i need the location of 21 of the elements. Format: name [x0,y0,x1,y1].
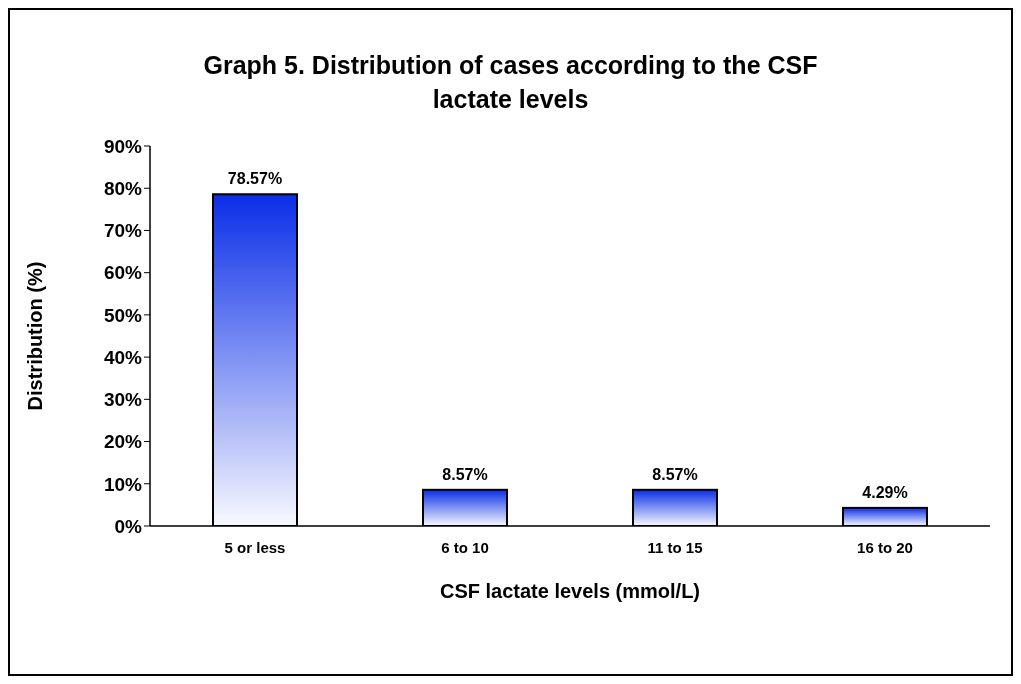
y-tick-label: 0% [114,515,143,537]
x-tick-label: 16 to 20 [857,538,913,556]
x-tick-label: 11 to 15 [647,538,703,556]
data-label: 8.57% [652,465,698,483]
data-label: 8.57% [442,465,488,483]
y-tick-label: 20% [103,431,143,453]
y-tick-label: 10% [103,473,143,495]
y-tick-label: 40% [103,346,143,368]
chart-title: Graph 5. Distribution of cases according to the CSF lactate levels [202,50,819,115]
y-tick-label: 70% [103,220,143,242]
y-axis-title: Distribution (%) [24,261,47,411]
x-tick-label: 5 or less [224,538,286,556]
data-label: 78.57% [227,170,283,188]
y-tick-label: 60% [103,262,143,284]
x-axis-title: CSF lactate levels (mmol/L) [439,580,701,602]
y-tick-label: 30% [103,389,143,411]
y-tick-label: 90% [103,135,143,157]
y-tick-label: 80% [103,177,143,199]
x-tick-label: 6 to 10 [441,538,489,556]
data-label: 4.29% [862,483,908,501]
y-tick-label: 50% [103,304,143,326]
